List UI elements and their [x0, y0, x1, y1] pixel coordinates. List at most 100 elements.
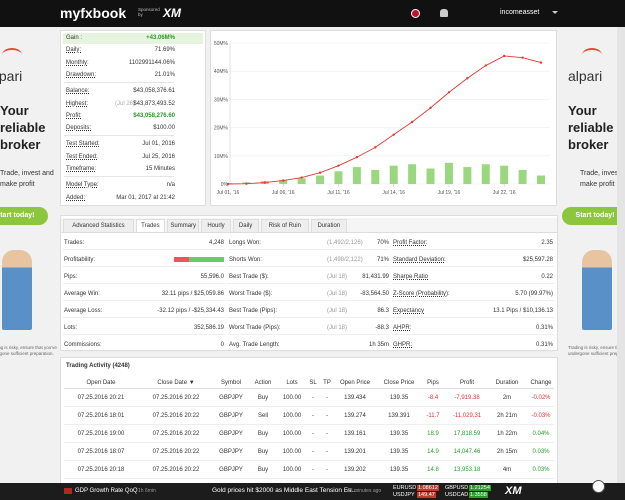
- column-header[interactable]: Open Date: [86, 380, 116, 386]
- y-tick-label: 40M%: [214, 69, 229, 75]
- sponsor-brand[interactable]: XM: [163, 6, 181, 20]
- column-header[interactable]: Lots: [286, 380, 298, 386]
- tab[interactable]: Advanced Statistics: [63, 219, 134, 233]
- stat-label: Test Started:: [66, 141, 100, 148]
- header-line: [64, 388, 554, 389]
- stat-row-bg: [392, 236, 554, 250]
- sponsor-text: Sponsored by: [138, 7, 160, 17]
- stat-label: Monthly:: [66, 59, 89, 66]
- cell: Buy: [257, 431, 269, 437]
- cell: 07.25.2016 20:22: [152, 467, 200, 473]
- stat-label: Expectancy: [393, 308, 425, 314]
- bar: [352, 167, 361, 184]
- column-header[interactable]: Symbol: [220, 380, 241, 386]
- cell: -11.7: [426, 413, 440, 419]
- cell: 2m: [502, 395, 512, 401]
- cell: -0.03%: [531, 413, 551, 419]
- right-ad-disclaimer: Trading is risky, ensure that you've: [568, 345, 625, 350]
- left-ad-person: [2, 250, 32, 330]
- cell: 100.00: [282, 449, 302, 455]
- cell: 07.25.2016 20:18: [77, 467, 125, 473]
- stat-label: Standard Deviation:: [393, 257, 446, 263]
- column-header[interactable]: Action: [254, 380, 272, 386]
- stat-value: 1102991144.06%: [128, 59, 175, 66]
- stat-note: (Jul 18): [327, 325, 348, 331]
- x-tick-label: Jul 06, '16: [272, 190, 295, 196]
- cell: 07.25.2016 19:00: [77, 431, 125, 437]
- row-line: [64, 478, 554, 479]
- cell: 14.9: [427, 449, 439, 455]
- point: [245, 182, 248, 185]
- profitability-bar-loss: [174, 257, 189, 262]
- row-line: [64, 460, 554, 461]
- y-tick-label: 0%: [221, 182, 229, 188]
- cell: 07.25.2016 20:22: [152, 431, 200, 437]
- cell: -7,919.38: [454, 395, 480, 401]
- tab[interactable]: Risk of Ruin: [260, 219, 309, 233]
- stat-label: Profitability:: [64, 257, 96, 263]
- y-tick-label: 50M%: [214, 41, 229, 47]
- cell: 1h 22m: [496, 431, 517, 437]
- left-ad-button[interactable]: Start today!: [0, 207, 48, 225]
- cell: 139.35: [389, 449, 409, 455]
- username[interactable]: incomeasset: [500, 9, 540, 16]
- point: [502, 54, 506, 58]
- stat-value: $43,058,276.60: [133, 112, 175, 119]
- column-header[interactable]: Open Price: [339, 380, 370, 386]
- cell: 139.35: [389, 395, 409, 401]
- bar: [279, 179, 288, 184]
- point: [263, 181, 267, 184]
- tab[interactable]: Summary: [167, 219, 200, 233]
- tab[interactable]: Trades: [135, 219, 165, 233]
- tab[interactable]: Hourly: [201, 219, 231, 233]
- point: [466, 77, 469, 80]
- ticker-brand[interactable]: XM: [505, 485, 522, 497]
- cell: 0.03%: [532, 467, 550, 473]
- quote-price: 1.21254: [469, 485, 491, 491]
- stat-label: Balance:: [66, 88, 90, 95]
- x-tick-label: Jul 11, '16: [327, 190, 349, 196]
- flag-icon[interactable]: [411, 9, 420, 18]
- cell: -: [312, 413, 314, 419]
- stat-value: $25,597.28: [522, 257, 553, 263]
- column-header[interactable]: Close Date ▼: [157, 380, 195, 386]
- stat-value: 71%: [376, 257, 389, 263]
- scroll-top-button[interactable]: [592, 480, 605, 493]
- ticker-news[interactable]: Gold prices hit $2000 as Middle East Ten…: [212, 487, 357, 494]
- right-ad-button[interactable]: Start today!: [562, 207, 625, 225]
- column-header[interactable]: Change: [530, 380, 552, 386]
- tab[interactable]: Duration: [311, 219, 347, 233]
- stat-label: Profit Factor:: [393, 240, 428, 246]
- tab[interactable]: Daily: [232, 219, 259, 233]
- bar: [316, 175, 325, 184]
- column-header[interactable]: TP: [323, 380, 331, 386]
- stat-value: +43.06M%: [146, 35, 175, 41]
- cell: 139.434: [344, 395, 366, 401]
- cell: Buy: [257, 449, 269, 455]
- column-header[interactable]: Pips: [427, 380, 439, 386]
- right-ad-headline: broker: [568, 137, 609, 152]
- stat-label: Highest:: [66, 100, 89, 107]
- cell: 07.25.2016 20:22: [152, 449, 200, 455]
- stat-row-bg: [392, 321, 554, 335]
- point: [374, 146, 377, 149]
- stat-row-bg: [63, 236, 225, 250]
- stat-value: 0.31%: [535, 325, 553, 331]
- dropdown-arrow[interactable]: [552, 11, 558, 17]
- cell: GBPJPY: [219, 431, 243, 437]
- column-header[interactable]: SL: [309, 380, 317, 386]
- row-line: [64, 424, 554, 425]
- stat-note: (Jul 18): [327, 274, 348, 280]
- column-header[interactable]: Duration: [495, 380, 519, 386]
- line: [227, 55, 542, 185]
- stat-row-bg: [392, 287, 554, 301]
- logo[interactable]: myfxbook: [60, 5, 127, 21]
- stat-value: 1h 35m: [368, 342, 389, 348]
- chart: 0% 10M% 20M% 30M% 40M% 50M% Jul 01, '16 Jul 06,…: [214, 41, 550, 196]
- bell-icon[interactable]: [440, 9, 448, 17]
- x-tick-label: Jul 19, '16: [438, 190, 461, 196]
- stat-label: Shorts Won:: [229, 257, 262, 263]
- column-header[interactable]: Profit: [459, 380, 474, 386]
- column-header[interactable]: Close Price: [383, 380, 415, 386]
- cell: 07.25.2016 20:21: [77, 395, 125, 401]
